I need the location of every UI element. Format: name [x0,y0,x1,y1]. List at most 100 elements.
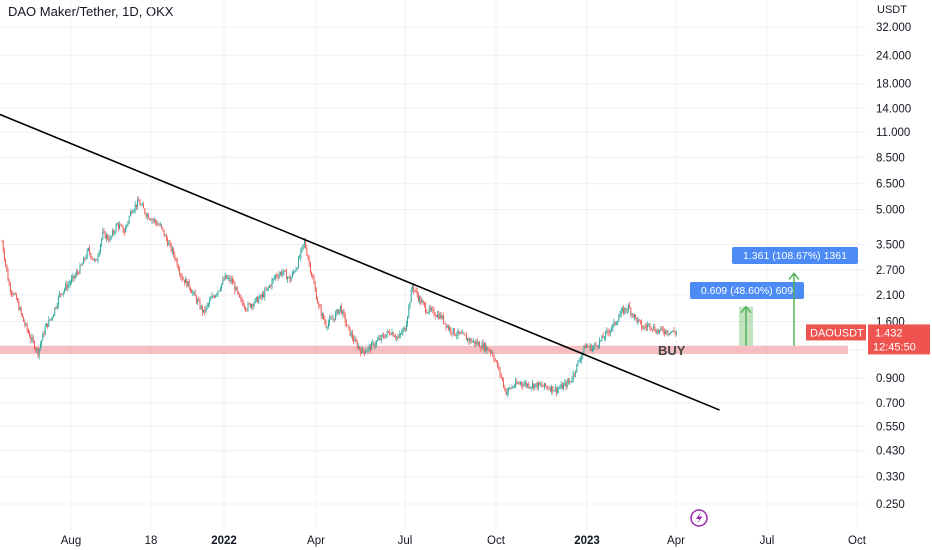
candle-body [145,213,147,217]
candle-body [261,293,263,298]
candle-body [644,326,646,328]
candle-body [217,291,219,295]
candle-body [289,276,291,282]
candle-body [464,334,466,336]
candle-body [501,377,503,381]
candle-body [164,235,166,236]
price-axis[interactable]: 32.000 24.000 18.000 14.000 11.000 8.500 6.500… [876,22,911,511]
candle-body [630,308,632,315]
candle-body [63,289,65,292]
time-tick-label: Aug [61,535,81,547]
candle-body [215,295,217,298]
candle-body [500,374,502,378]
candle-body [524,382,526,385]
candle-body [516,381,518,384]
candle-body [133,209,135,212]
candle-body [396,336,398,339]
candle-body [175,258,177,260]
candle-body [151,219,153,221]
candle-body [385,334,387,338]
candle-body [95,259,97,261]
candle-body [333,318,335,320]
candle-body [515,381,517,387]
candle-body [116,223,118,226]
candle-body [369,346,371,350]
candle-body [321,313,323,316]
candle-body [596,345,598,347]
candle-body [521,382,523,385]
candle-body [545,383,547,387]
candle-body [33,341,35,349]
candle-body [449,327,451,330]
candle-body [330,318,332,320]
candle-body [362,348,364,352]
candle-body [176,259,178,267]
candle-body [581,355,583,360]
candle-body [197,299,199,303]
candle-body [341,305,343,314]
candle-body [92,258,94,260]
candle-body [411,285,413,290]
candle-body [487,347,489,351]
candle-body [456,335,458,337]
candle-body [459,332,461,334]
candle-body [2,241,4,251]
candle-body [575,371,577,375]
measure-box-1[interactable] [690,282,804,299]
descending-trendline[interactable] [0,101,720,411]
candle-body [245,307,247,310]
candle-body [599,340,601,347]
candle-body [36,348,38,350]
candle-body [180,274,182,276]
candle-body [54,307,56,315]
candle-body [359,346,361,350]
time-tick-label: 2023 [574,535,600,547]
candle-body [71,278,73,283]
candle-body [569,381,571,382]
candle-body [453,328,455,335]
candle-body [281,272,283,275]
candle-body [426,311,428,314]
candle-body [366,350,368,352]
candle-body [131,212,133,213]
candle-body [345,322,347,325]
candle-body [246,309,248,311]
candle-body [565,382,567,387]
candle-body [440,314,442,319]
time-axis[interactable]: Aug 18 2022 Apr Jul Oct 2023 Apr Jul Oct [61,535,867,547]
candle-body [360,349,362,354]
candle-body [491,352,493,353]
candle-body [98,251,100,256]
measure-box-2[interactable] [732,247,858,264]
candle-body [407,316,409,324]
price-tick-label: 2.100 [876,290,905,302]
time-tick-label: 18 [145,535,158,547]
candle-body [547,386,549,389]
candle-body [355,339,357,342]
candle-body [522,384,524,386]
candle-body [159,224,161,226]
candle-body [441,315,443,319]
candle-body [231,279,233,283]
candle-body [253,303,255,307]
candle-body [229,277,231,282]
candle-body [86,250,88,258]
candle-body [83,257,85,264]
symbol-tag-background [806,324,866,341]
candle-body [204,309,206,312]
candle-body [639,320,641,322]
candle-body [19,307,21,310]
price-tick-label: 18.000 [876,79,911,91]
candle-body [167,239,169,246]
measure-arrowhead-2 [788,272,800,280]
candle-body [671,331,673,333]
candle-body [633,314,635,318]
candle-body [488,350,490,352]
flash-icon[interactable] [690,509,708,527]
candle-body [593,346,595,349]
candle-body [542,386,544,387]
candle-body [218,290,220,292]
candle-body [486,347,488,351]
measure-tools[interactable]: 0.609 (48.60%) 609 1.361 (108.67%) 1361 [690,247,858,346]
